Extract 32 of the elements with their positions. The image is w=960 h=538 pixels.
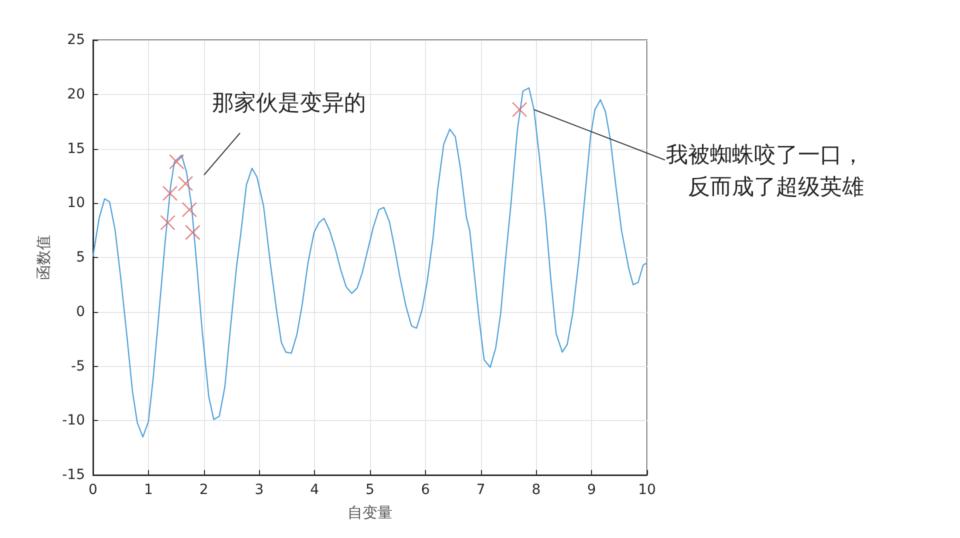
y-tick-label: 25 (67, 32, 85, 48)
point (178, 176, 194, 192)
x-tick-label: 8 (532, 482, 541, 498)
y-tick-label: -5 (71, 358, 85, 374)
y-tick-label: 10 (67, 195, 85, 212)
point (169, 154, 184, 170)
x-tick-label: 4 (310, 482, 320, 498)
x-tick-label: 9 (587, 482, 596, 498)
y-axis-title: 函数值 (34, 235, 53, 280)
x-tick-label: 7 (476, 482, 486, 498)
x-tick-label: 0 (88, 482, 98, 498)
point (162, 186, 178, 201)
line-series (92, 87, 648, 438)
x-tick-label: 3 (254, 482, 264, 498)
y-tick-label: 15 (67, 140, 85, 157)
y-tick-label: -10 (62, 412, 85, 429)
point (512, 102, 528, 118)
x-tick-label: 6 (420, 482, 430, 498)
annotation: 那家伙是变异的 (212, 90, 367, 118)
y-tick-label: -15 (62, 467, 85, 483)
point (182, 202, 198, 218)
x-tick-label: 2 (199, 482, 208, 498)
y-tick-label: 5 (76, 250, 85, 266)
point (185, 224, 200, 240)
x-tick-label: 5 (366, 482, 374, 498)
annotation: 我被蜘蛛咬了一口，反而成了超级英雄 (665, 142, 864, 202)
y-tick-label: 20 (67, 86, 85, 102)
x-tick-label: 10 (638, 482, 656, 498)
x-axis-title: 自变量 (348, 504, 392, 522)
x-tick-label: 1 (144, 482, 153, 498)
y-tick-label: 0 (76, 304, 85, 320)
point (160, 215, 176, 230)
